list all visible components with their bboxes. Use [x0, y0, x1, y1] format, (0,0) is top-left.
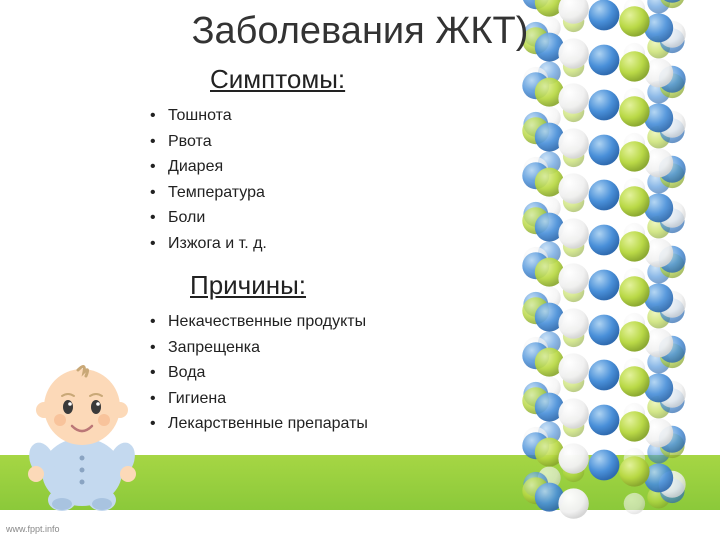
causes-item: Гигиена	[150, 386, 470, 412]
symptoms-item: Рвота	[150, 129, 450, 155]
symptoms-heading: Симптомы:	[210, 64, 450, 95]
symptoms-item: Диарея	[150, 154, 450, 180]
causes-list: Некачественные продуктыЗапрещенкаВодаГиг…	[150, 309, 470, 437]
slide-title: Заболевания ЖКТ)	[0, 10, 720, 53]
symptoms-item: Тошнота	[150, 103, 450, 129]
symptoms-section: Симптомы: ТошнотаРвотаДиареяТемператураБ…	[150, 64, 450, 257]
slide: Заболевания ЖКТ) Симптомы: ТошнотаРвотаД…	[0, 0, 720, 540]
causes-item: Лекарственные препараты	[150, 411, 470, 437]
causes-item: Вода	[150, 360, 470, 386]
causes-item: Некачественные продукты	[150, 309, 470, 335]
symptoms-list: ТошнотаРвотаДиареяТемператураБолиИзжога …	[150, 103, 450, 257]
causes-item: Запрещенка	[150, 335, 470, 361]
symptoms-item: Изжога и т. д.	[150, 231, 450, 257]
symptoms-item: Боли	[150, 205, 450, 231]
causes-heading: Причины:	[190, 270, 470, 301]
baby-illustration	[12, 352, 152, 512]
symptoms-item: Температура	[150, 180, 450, 206]
causes-section: Причины: Некачественные продуктыЗапрещен…	[150, 270, 470, 437]
footer-link: www.fppt.info	[6, 524, 60, 534]
